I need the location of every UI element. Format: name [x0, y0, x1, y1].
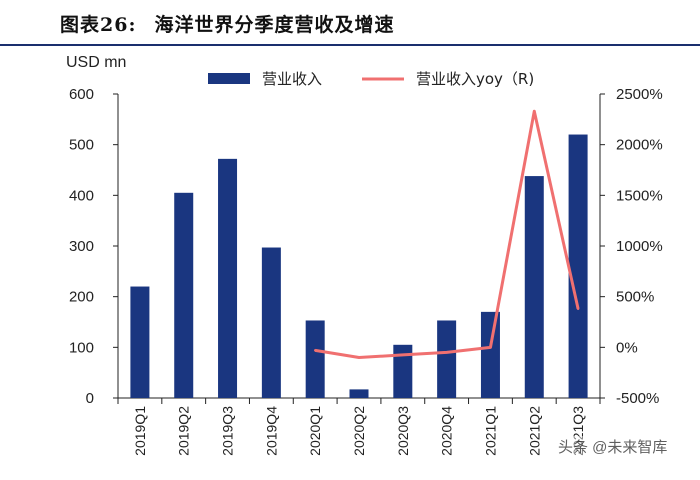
x-category-label: 2019Q3 — [220, 406, 236, 456]
line-series — [313, 109, 580, 359]
yoy-point — [533, 110, 536, 113]
tick-labels: 0 100 200 300 400 500 600 -500% 0% 500% 1000% 1500%… — [69, 86, 663, 456]
left-tick-label: 400 — [69, 187, 94, 204]
revenue-bar — [218, 158, 238, 398]
revenue-bar — [568, 134, 588, 399]
figure-title: 海洋世界分季度营收及增速 — [154, 14, 395, 36]
x-category-label: 2019Q4 — [263, 406, 279, 456]
right-tick-label: 0% — [616, 339, 638, 356]
legend-bar-label: 营业收入 — [262, 70, 322, 88]
left-tick-label: 500 — [69, 137, 94, 154]
page-title: 图表26: 海洋世界分季度营收及增速 — [60, 10, 394, 37]
figure-number: 图表26: — [60, 14, 137, 36]
revenue-bar — [130, 286, 150, 398]
legend-bar-swatch — [208, 73, 250, 84]
yoy-point — [313, 349, 317, 352]
right-tick-label: 500% — [616, 289, 654, 306]
bar-series — [130, 134, 588, 399]
yoy-point — [489, 346, 492, 349]
x-category-label: 2020Q4 — [439, 406, 455, 456]
revenue-bar — [524, 176, 544, 398]
left-tick-label: 200 — [69, 289, 94, 306]
legend: 营业收入 营业收入yoy（R) — [208, 70, 534, 88]
yoy-point — [357, 356, 361, 359]
title-bar: 图表26: 海洋世界分季度营收及增速 — [0, 0, 700, 46]
yoy-point — [401, 353, 405, 357]
yoy-point — [445, 351, 448, 354]
x-category-label: 2020Q2 — [351, 406, 367, 456]
x-category-label: 2019Q2 — [176, 406, 192, 456]
right-tick-label: -500% — [616, 390, 659, 407]
y-axis-unit-label: USD mn — [66, 54, 127, 71]
left-tick-label: 300 — [69, 238, 94, 255]
x-category-label: 2021Q2 — [526, 406, 542, 456]
x-category-label: 2020Q1 — [307, 406, 323, 456]
right-tick-label: 1000% — [616, 238, 663, 255]
left-tick-label: 0 — [86, 390, 94, 407]
left-tick-label: 600 — [69, 86, 94, 103]
right-tick-label: 2000% — [616, 137, 663, 154]
revenue-bar — [174, 192, 194, 398]
revenue-bar — [261, 247, 281, 398]
yoy-point — [576, 307, 580, 311]
revenue-bar — [349, 389, 369, 398]
watermark: 头条 @未来智库 — [556, 436, 670, 457]
right-tick-label: 1500% — [616, 187, 663, 204]
x-category-label: 2021Q3 — [570, 406, 586, 456]
x-category-label: 2020Q3 — [395, 406, 411, 456]
legend-line-label: 营业收入yoy（R) — [416, 70, 534, 88]
revenue-bar — [437, 320, 457, 398]
x-category-label: 2021Q1 — [482, 406, 498, 456]
revenue-bar — [305, 320, 325, 398]
right-tick-label: 2500% — [616, 86, 663, 103]
revenue-bar — [393, 344, 413, 398]
left-tick-label: 100 — [69, 339, 94, 356]
revenue-bar — [480, 311, 500, 398]
x-category-label: 2019Q1 — [132, 406, 148, 456]
